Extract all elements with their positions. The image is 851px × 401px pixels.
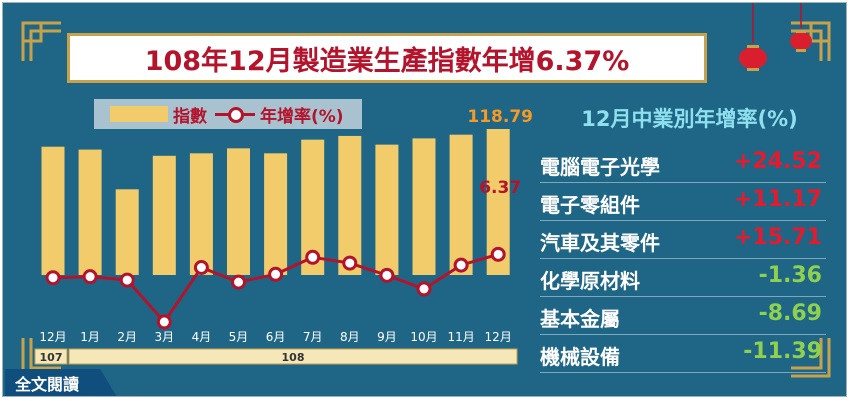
industry-name: 機械設備 [540, 345, 620, 369]
x-tick-label: 3月 [154, 330, 174, 344]
growth-point-6 [231, 274, 246, 290]
bar-6 [227, 148, 250, 275]
growth-point-10 [379, 267, 395, 283]
growth-point-5 [193, 260, 209, 275]
industry-name: 汽車及其零件 [540, 231, 660, 255]
year-label-108: 108 [282, 351, 305, 364]
table-row: 電腦電子光學 +24.52 [540, 145, 826, 183]
combo-chart: 118.79 6.37 12月 1月 2月 3月 4月 5月 6月 7月 8月 9月 10月 11月 12月… [34, 107, 533, 365]
legend-bar-swatch [110, 106, 168, 122]
growth-point-3 [119, 272, 135, 288]
x-tick-label: 9月 [377, 330, 397, 344]
bar-2 [78, 149, 102, 275]
x-tick-label: 12月 [39, 330, 66, 344]
industry-name: 電腦電子光學 [540, 155, 660, 179]
growth-point-9 [342, 255, 358, 271]
x-tick-label: 8月 [340, 330, 360, 344]
bar-13 [486, 129, 510, 275]
title-banner: 108年12月製造業生產指數年增6.37% [67, 33, 707, 83]
year-band-108 [68, 348, 518, 365]
table-row: 基本金屬 -8.69 [540, 297, 826, 335]
x-tick-label: 7月 [303, 330, 323, 344]
growth-point-12 [453, 257, 469, 273]
last-bar-data-label: 118.79 [467, 107, 533, 127]
legend-line-label: 年增率(%) [260, 106, 344, 127]
last-point-data-label: 6.37 [479, 178, 521, 198]
bar-7 [264, 153, 288, 275]
industry-growth-value: -11.39 [743, 339, 822, 364]
industry-name: 電子零組件 [540, 193, 640, 217]
industry-name: 化學原材料 [540, 269, 640, 293]
bar-9 [338, 135, 362, 275]
growth-point-11 [416, 281, 432, 297]
corner-ornament-top-left [21, 21, 61, 61]
x-tick-label: 4月 [192, 330, 212, 344]
year-label-107: 107 [40, 351, 63, 364]
industry-growth-value: -8.69 [758, 301, 822, 326]
infographic-frame: 108年12月製造業生產指數年增6.37% 指數 年增率(%) 118.79 6.… [2, 2, 847, 397]
bar-11 [412, 138, 436, 275]
bar-1 [41, 146, 65, 275]
bar-8 [301, 139, 325, 275]
industry-growth-value: -1.36 [758, 263, 822, 288]
bar-12 [449, 134, 473, 275]
bar-3 [115, 189, 139, 275]
bar-5 [189, 153, 213, 275]
industry-growth-value: +11.17 [733, 187, 822, 212]
x-tick-label: 10月 [410, 330, 437, 344]
table-row: 汽車及其零件 +15.71 [540, 221, 826, 259]
year-band-107 [34, 348, 68, 365]
corner-ornament-bottom-right [791, 338, 831, 378]
x-tick-label: 11月 [447, 330, 474, 344]
read-full-text-button[interactable]: 全文閱讀 [5, 369, 117, 396]
chart-title: 108年12月製造業生產指數年增6.37% [144, 45, 630, 77]
table-row: 機械設備 -11.39 [540, 335, 826, 373]
x-tick-label: 12月 [485, 330, 512, 344]
growth-point-8 [305, 249, 321, 265]
x-tick-label: 1月 [80, 330, 100, 344]
table-row: 電子零組件 +11.17 [540, 183, 826, 221]
bar-10 [375, 144, 399, 275]
chart-legend: 指數 年增率(%) [94, 99, 362, 129]
growth-point-1 [45, 270, 61, 286]
industry-name: 基本金屬 [540, 307, 620, 331]
legend-line-swatch [215, 106, 255, 123]
bar-4 [152, 155, 176, 275]
lantern-icon [739, 3, 812, 71]
legend-bar-label: 指數 [173, 106, 207, 127]
industry-table-title: 12月中業別年增率(%) [581, 107, 798, 131]
growth-point-13 [490, 246, 506, 262]
growth-point-2 [82, 269, 98, 285]
industry-growth-value: +15.71 [733, 225, 822, 250]
table-row: 化學原材料 -1.36 [540, 259, 826, 297]
x-tick-label: 5月 [229, 330, 249, 344]
x-tick-label: 2月 [117, 330, 137, 344]
x-tick-label: 6月 [266, 330, 286, 344]
industry-growth-table: 電腦電子光學 +24.52 電子零組件 +11.17 汽車及其零件 +15.71 化學原材料… [540, 145, 826, 373]
growth-point-4 [156, 314, 172, 330]
industry-growth-value: +24.52 [733, 149, 822, 174]
growth-point-7 [268, 266, 284, 282]
